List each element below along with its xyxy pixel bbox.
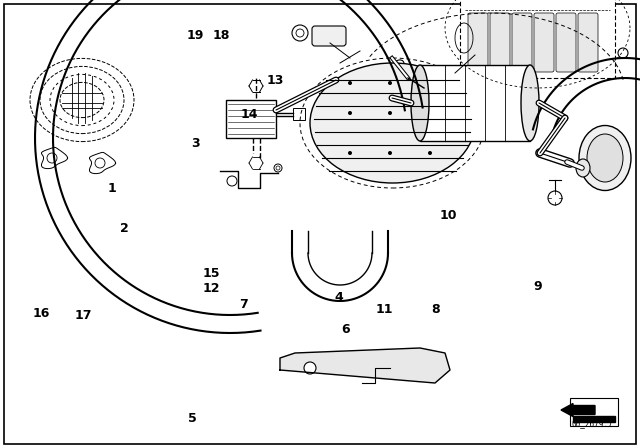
FancyBboxPatch shape (312, 26, 346, 46)
Circle shape (428, 81, 432, 85)
FancyArrow shape (561, 404, 595, 417)
Circle shape (348, 111, 352, 115)
FancyBboxPatch shape (556, 13, 576, 72)
Circle shape (428, 111, 432, 115)
Text: 6: 6 (341, 323, 350, 336)
Bar (226, 100, 276, 138)
FancyBboxPatch shape (534, 13, 554, 72)
Ellipse shape (576, 159, 590, 177)
FancyBboxPatch shape (512, 13, 532, 72)
Bar (570, 398, 618, 426)
Ellipse shape (310, 63, 475, 183)
FancyBboxPatch shape (468, 13, 488, 72)
Text: 10: 10 (439, 208, 457, 222)
Text: 15: 15 (202, 267, 220, 280)
Text: 12: 12 (202, 282, 220, 296)
Text: 11: 11 (375, 302, 393, 316)
Ellipse shape (587, 134, 623, 182)
Text: 7: 7 (239, 298, 248, 311)
FancyBboxPatch shape (578, 13, 598, 72)
Circle shape (388, 81, 392, 85)
Text: 16: 16 (33, 307, 51, 320)
FancyBboxPatch shape (490, 13, 510, 72)
Circle shape (304, 362, 316, 374)
Text: 14: 14 (241, 108, 259, 121)
Circle shape (348, 151, 352, 155)
Circle shape (428, 151, 432, 155)
Bar (420, 65, 530, 141)
Bar (573, 416, 615, 422)
Text: 13: 13 (266, 74, 284, 87)
Ellipse shape (579, 125, 631, 190)
Polygon shape (280, 348, 450, 383)
Text: 1: 1 (108, 181, 116, 195)
Text: 8: 8 (431, 302, 440, 316)
Text: 4: 4 (335, 291, 344, 305)
Circle shape (348, 81, 352, 85)
Text: 17: 17 (74, 309, 92, 323)
Text: 18: 18 (212, 29, 230, 43)
Text: 19: 19 (186, 29, 204, 43)
Text: 9: 9 (533, 280, 542, 293)
Text: 3: 3 (191, 137, 200, 150)
Ellipse shape (521, 65, 539, 141)
Text: 00_2679.7: 00_2679.7 (571, 419, 613, 428)
Circle shape (388, 111, 392, 115)
Text: 5: 5 (188, 412, 196, 426)
Bar (293, 108, 305, 120)
Bar (460, 0, 615, 78)
Text: 2: 2 (120, 222, 129, 235)
Circle shape (388, 151, 392, 155)
Ellipse shape (411, 65, 429, 141)
